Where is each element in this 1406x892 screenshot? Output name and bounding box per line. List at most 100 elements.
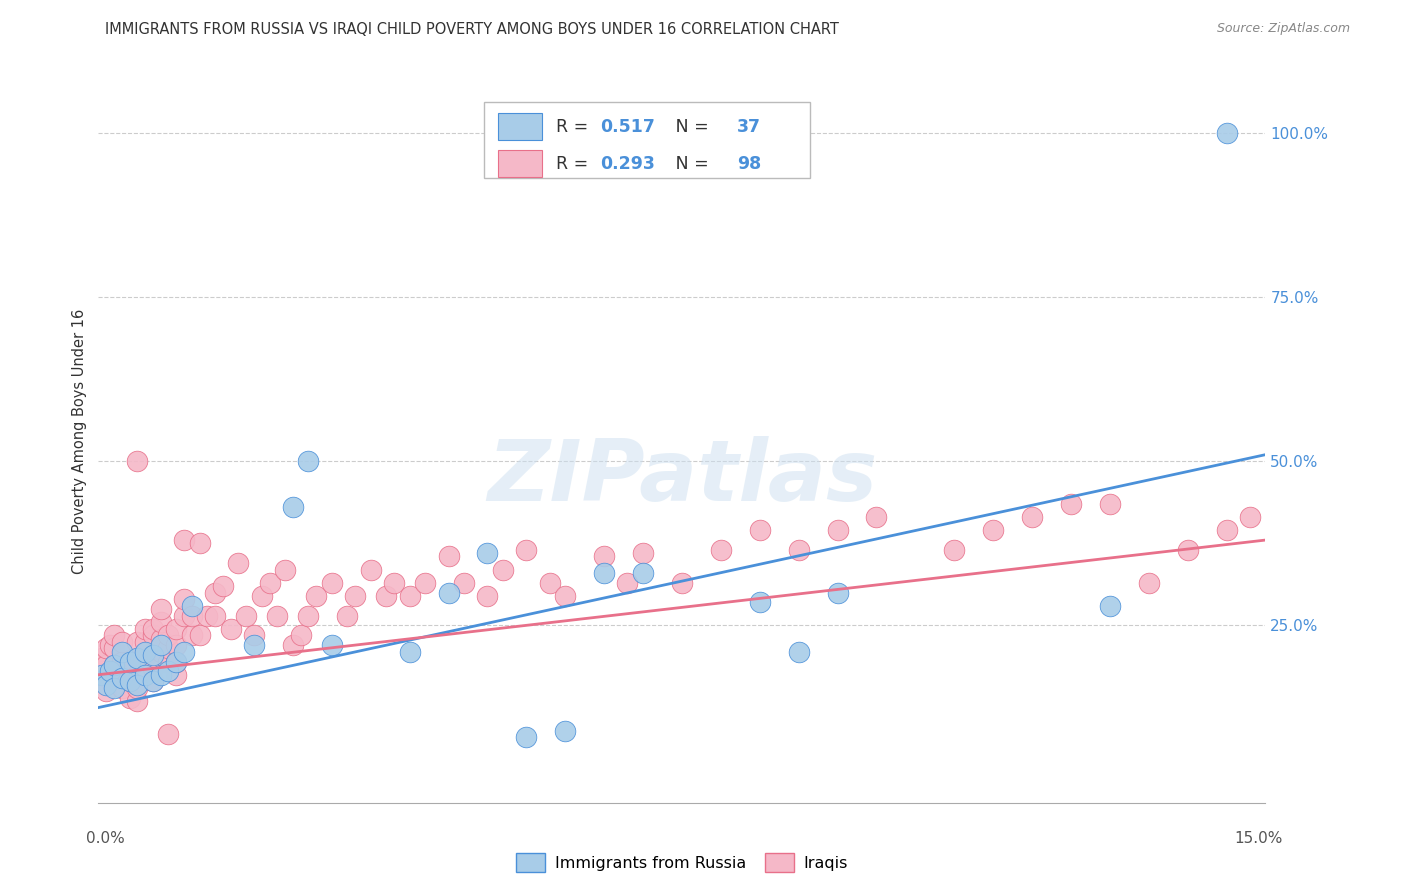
Point <box>142 622 165 636</box>
Point <box>593 549 616 564</box>
Point <box>188 628 211 642</box>
Point <box>157 665 180 679</box>
Point <box>165 655 187 669</box>
Point <box>344 589 367 603</box>
Point <box>865 510 887 524</box>
Point <box>360 563 382 577</box>
Point <box>103 628 125 642</box>
Point <box>453 575 475 590</box>
Point <box>1060 497 1083 511</box>
Point <box>748 595 770 609</box>
Point <box>127 667 149 681</box>
Point <box>515 730 537 744</box>
Point <box>204 585 226 599</box>
Point <box>96 657 118 672</box>
Point <box>165 667 187 681</box>
Point <box>91 667 114 681</box>
Point <box>103 641 125 656</box>
Text: N =: N = <box>658 155 714 173</box>
Point <box>103 681 125 695</box>
Text: R =: R = <box>555 155 593 173</box>
Point <box>149 632 172 646</box>
Point <box>787 645 810 659</box>
Point <box>827 523 849 537</box>
Point <box>165 622 187 636</box>
Point <box>554 723 576 738</box>
Point <box>290 628 312 642</box>
Point <box>180 599 202 613</box>
Legend: Immigrants from Russia, Iraqis: Immigrants from Russia, Iraqis <box>510 847 853 878</box>
Point <box>134 651 156 665</box>
Point <box>111 671 134 685</box>
Point <box>382 575 405 590</box>
Point <box>477 589 499 603</box>
Text: 15.0%: 15.0% <box>1234 831 1282 846</box>
Point <box>1098 497 1121 511</box>
Point <box>91 651 114 665</box>
Point <box>827 585 849 599</box>
Point <box>593 566 616 580</box>
Point <box>127 694 149 708</box>
Point <box>142 648 165 662</box>
Point <box>127 651 149 665</box>
Point <box>127 677 149 691</box>
Point <box>142 674 165 689</box>
Point <box>173 592 195 607</box>
Point <box>1098 599 1121 613</box>
Point <box>96 684 118 698</box>
Point <box>943 542 966 557</box>
Point <box>165 638 187 652</box>
Point <box>671 575 693 590</box>
Point <box>173 533 195 547</box>
Y-axis label: Child Poverty Among Boys Under 16: Child Poverty Among Boys Under 16 <box>72 309 87 574</box>
Point <box>149 645 172 659</box>
Point <box>981 523 1004 537</box>
Point <box>118 674 141 689</box>
Point <box>157 628 180 642</box>
Point <box>96 641 118 656</box>
Point <box>413 575 436 590</box>
Point <box>157 655 180 669</box>
Point <box>297 454 319 468</box>
Point <box>250 589 273 603</box>
Point <box>321 575 343 590</box>
Point <box>157 641 180 656</box>
Point <box>111 645 134 659</box>
Text: 37: 37 <box>737 118 761 136</box>
Point <box>305 589 328 603</box>
Point <box>554 589 576 603</box>
Point <box>1239 510 1261 524</box>
Point <box>149 602 172 616</box>
Point <box>142 674 165 689</box>
Point <box>515 542 537 557</box>
Point <box>375 589 398 603</box>
Point <box>228 556 250 570</box>
Point <box>103 657 125 672</box>
Point <box>98 665 121 679</box>
Text: ZIPatlas: ZIPatlas <box>486 436 877 519</box>
Point <box>297 608 319 623</box>
Point <box>127 454 149 468</box>
Point <box>787 542 810 557</box>
Point <box>142 661 165 675</box>
Point <box>98 638 121 652</box>
Text: 0.293: 0.293 <box>600 155 655 173</box>
Point <box>219 622 242 636</box>
Point <box>398 589 420 603</box>
Point <box>538 575 561 590</box>
Point <box>103 671 125 685</box>
Point <box>243 628 266 642</box>
Point <box>1021 510 1043 524</box>
Point <box>111 667 134 681</box>
Point <box>336 608 359 623</box>
Point <box>631 566 654 580</box>
Point <box>118 655 141 669</box>
Point <box>127 651 149 665</box>
Point <box>90 665 112 679</box>
Text: 0.0%: 0.0% <box>86 831 125 846</box>
Point <box>274 563 297 577</box>
Text: Source: ZipAtlas.com: Source: ZipAtlas.com <box>1216 22 1350 36</box>
FancyBboxPatch shape <box>484 102 810 178</box>
Point <box>127 681 149 695</box>
Point <box>118 657 141 672</box>
